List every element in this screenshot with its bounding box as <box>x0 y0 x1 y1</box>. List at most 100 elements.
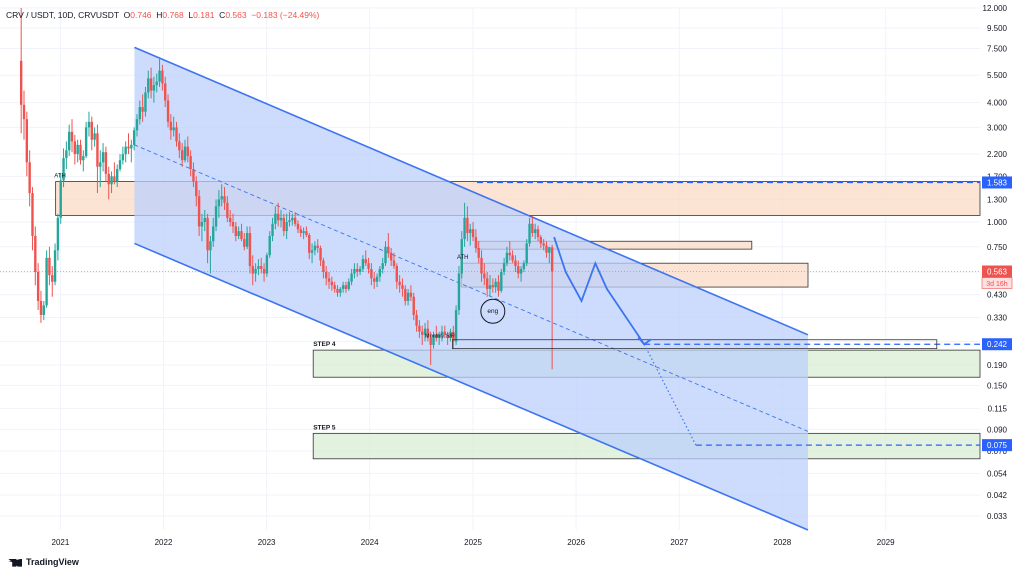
candle-body <box>375 276 379 282</box>
candle-body <box>491 285 495 288</box>
candle-body <box>93 133 96 140</box>
candle-body <box>392 260 396 267</box>
candle-body <box>113 176 116 182</box>
candle-body <box>101 152 105 163</box>
low-label: L <box>188 10 194 20</box>
candle-body <box>164 83 167 101</box>
candle-body <box>480 257 483 274</box>
candle-body <box>364 259 367 264</box>
y-tick-label: 0.033 <box>987 512 1008 521</box>
candle-body <box>536 229 540 238</box>
candle-body <box>395 266 399 282</box>
candle-body <box>56 217 60 251</box>
candle-body <box>265 255 269 274</box>
annotations: STEP 4 STEP 5 eng ATH ATH Monthly S/R <box>54 173 506 431</box>
candle-body <box>291 217 294 221</box>
candle-body <box>550 247 554 272</box>
candle-body <box>104 152 108 174</box>
price-label-current: 0.563 <box>987 268 1008 277</box>
price-labels: 1.583 0.242 0.075 0.563 3d 16h <box>981 176 1013 452</box>
candle-body <box>48 257 51 276</box>
candle-body <box>42 305 45 315</box>
level-0242-box <box>452 339 938 350</box>
candle-body <box>96 133 99 167</box>
x-tick-label: 2025 <box>464 538 482 547</box>
candle-body <box>36 271 40 301</box>
candle-body <box>231 222 235 227</box>
candle-body <box>82 156 85 161</box>
close-label: C <box>219 10 226 20</box>
candle-body <box>474 237 478 248</box>
x-tick-label: 2022 <box>155 538 173 547</box>
candle-body <box>186 146 190 157</box>
candle-body <box>51 275 54 282</box>
candle-body <box>404 288 407 301</box>
candle-body <box>542 243 545 246</box>
candle-body <box>310 250 314 253</box>
candle-body <box>274 213 277 224</box>
candle-body <box>135 119 139 131</box>
candle-body <box>90 121 93 140</box>
candle-body <box>344 285 348 289</box>
candle-body <box>398 281 401 286</box>
price-label-1583: 1.583 <box>987 178 1008 187</box>
candle-body <box>477 247 480 258</box>
candle-body <box>336 288 339 293</box>
candle-body <box>251 266 254 274</box>
y-tick-label: 12.000 <box>983 4 1008 13</box>
candle-body <box>166 100 170 122</box>
candle-body <box>223 196 226 203</box>
candle-body <box>279 217 283 221</box>
step5-label: STEP 5 <box>313 424 336 431</box>
x-axis: 2021 2022 2023 2024 2025 2026 2027 2028 2029 <box>52 538 896 547</box>
candle-body <box>471 229 475 238</box>
candle-body <box>53 250 57 282</box>
candle-body <box>124 146 127 155</box>
candle-body <box>34 236 37 272</box>
y-tick-label: 0.054 <box>987 469 1008 478</box>
countdown-bg <box>981 277 1013 289</box>
x-tick-label: 2029 <box>877 538 895 547</box>
candle-body <box>389 252 393 261</box>
eng-label: eng <box>487 308 498 315</box>
open-value: 0.746 <box>130 10 152 20</box>
candle-body <box>525 243 528 264</box>
candle-body <box>110 176 113 185</box>
candle-body <box>421 331 424 335</box>
y-tick-label: 0.042 <box>987 491 1008 500</box>
symbol-label[interactable]: CRV / USDT, 10D, CRVUSDT <box>6 10 119 20</box>
candle-body <box>316 245 319 248</box>
chart-header: CRV / USDT, 10D, CRVUSDT O0.746 H0.768 L… <box>6 10 319 20</box>
channel-upper-line <box>134 46 809 336</box>
candle-body <box>293 217 297 224</box>
change-value: −0.183 (−24.49%) <box>251 10 320 20</box>
candle-body <box>361 259 365 269</box>
candle-body <box>378 268 382 277</box>
candle-body <box>79 144 82 161</box>
candle-body <box>203 217 206 223</box>
candle-body <box>144 92 147 112</box>
candle-body <box>548 247 551 253</box>
candle-body <box>189 156 192 170</box>
candle-body <box>539 237 543 244</box>
candle-body <box>432 334 435 345</box>
price-label-current-bg <box>982 265 1012 278</box>
candle-body <box>511 255 514 261</box>
candle-body <box>308 235 311 253</box>
x-tick-label: 2024 <box>361 538 379 547</box>
x-tick-label: 2026 <box>567 538 585 547</box>
candle-body <box>73 141 77 155</box>
candle-body <box>435 334 438 339</box>
y-tick-label: 1.000 <box>987 218 1008 227</box>
y-tick-label: 9.500 <box>987 24 1008 33</box>
candle-body <box>437 334 441 339</box>
candle-body <box>169 121 173 131</box>
candle-body <box>531 223 534 234</box>
eng-circle <box>480 298 506 324</box>
x-tick-label: 2028 <box>773 538 791 547</box>
tradingview-brand[interactable]: TradingView <box>8 557 79 567</box>
candle-body <box>460 239 463 274</box>
candle-body <box>158 70 161 82</box>
candle-body <box>522 263 526 269</box>
